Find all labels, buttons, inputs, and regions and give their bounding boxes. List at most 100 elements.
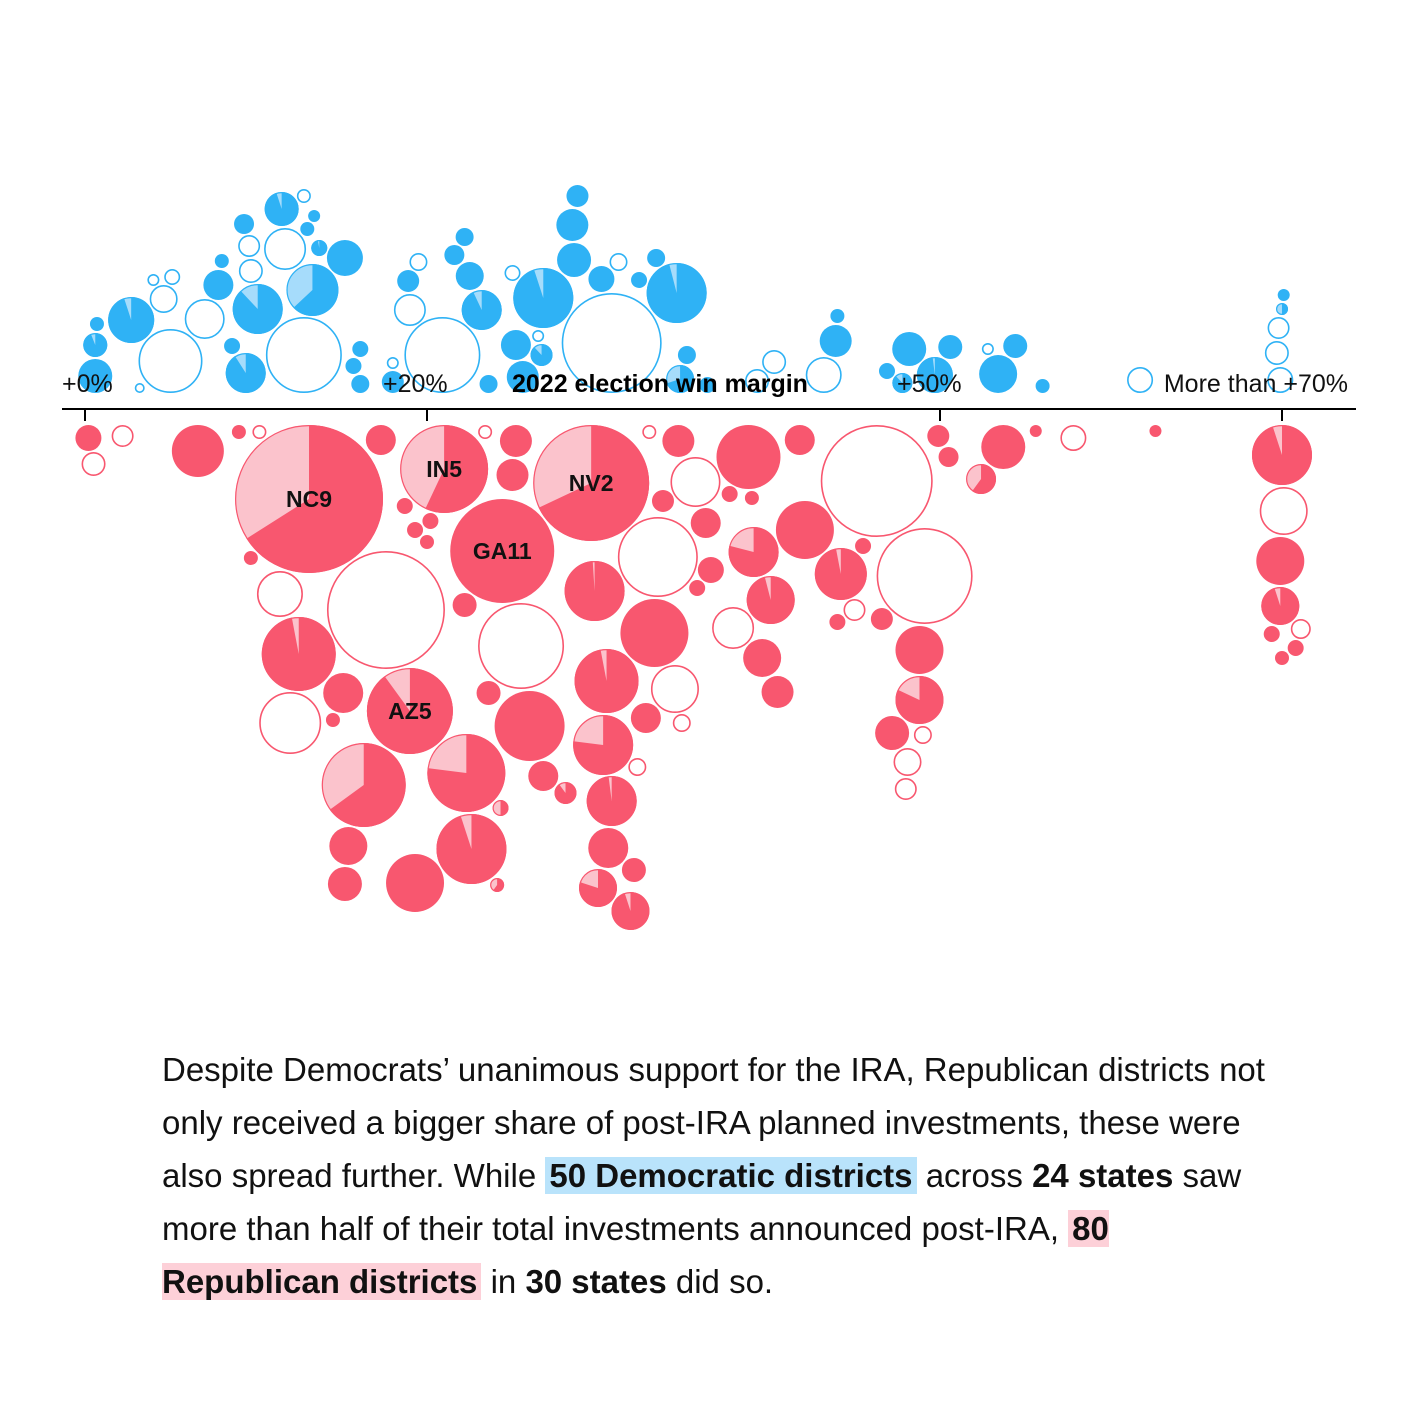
bubble-circle — [506, 361, 539, 393]
bubble-circle — [819, 325, 852, 357]
bubble-circle — [620, 599, 689, 667]
bubble-circle — [365, 425, 396, 455]
bubble-outline — [530, 344, 553, 367]
democrat-district-bubble — [455, 262, 484, 290]
bubble-circle — [744, 491, 759, 505]
bubble-outline — [321, 742, 406, 827]
democrat-district-bubble — [916, 357, 953, 394]
district-label: NV2 — [569, 470, 614, 496]
bubble-circle — [1149, 425, 1162, 437]
republican-district-bubble — [895, 675, 944, 724]
republican-district-bubble — [1149, 425, 1162, 437]
bubble-post-ira-share — [579, 869, 618, 907]
bubble-circle — [1277, 289, 1290, 301]
bubble-outline — [586, 775, 637, 826]
republican-district-bubble: NC9 — [235, 425, 384, 574]
bubble-circle — [326, 240, 363, 276]
bubble-circle — [556, 209, 589, 241]
bubble-outline — [513, 268, 574, 329]
democrat-district-bubble — [381, 371, 404, 393]
bubble-circle — [894, 777, 917, 800]
bubble-circle — [1127, 366, 1154, 393]
democrat-district-bubble — [1035, 379, 1050, 393]
bubble-circle — [662, 425, 695, 457]
republican-district-bubble — [578, 868, 618, 907]
republican-district-bubble — [728, 526, 779, 577]
republican-district-bubble — [329, 827, 368, 865]
bubble-circle — [450, 499, 555, 603]
bubble-post-ira-share — [586, 776, 637, 826]
democrat-district-bubble — [646, 263, 707, 324]
democrat-district-bubble — [762, 349, 787, 374]
democrat-district-bubble — [352, 341, 369, 357]
democrat-district-bubble — [203, 270, 234, 300]
bubble-outline — [533, 425, 650, 542]
bubble-circle — [913, 725, 932, 744]
x-axis: +0% +20% 2022 election win margin +50% M… — [62, 370, 1356, 421]
bubble-circle — [1287, 640, 1304, 656]
bubble-circle — [422, 513, 439, 529]
bubble-circle — [895, 626, 944, 674]
bubble-circle — [496, 459, 529, 491]
republican-district-bubble — [1290, 618, 1311, 639]
bubble-circle — [761, 676, 794, 708]
democrat-district-bubble — [1127, 366, 1154, 393]
bubble-outline — [746, 575, 795, 624]
bubble-post-ira-share — [574, 649, 639, 713]
democrat-district-bubble — [1003, 334, 1028, 358]
republican-district-bubble — [476, 681, 501, 705]
democrat-district-bubble — [164, 268, 181, 285]
republican-district-bubble — [326, 550, 445, 669]
democrat-district-bubble — [404, 316, 481, 393]
republican-district-bubble — [611, 891, 650, 930]
democrat-district-bubble — [326, 240, 363, 276]
bubble-outline — [895, 675, 944, 724]
bubble-circle — [712, 606, 755, 649]
bubble-post-ira-share — [83, 333, 108, 357]
democrat-district-bubble — [345, 358, 362, 374]
bubble-post-ira-share — [892, 373, 913, 394]
bubble-circle — [478, 424, 493, 439]
bubble-circle — [138, 328, 203, 393]
democrat-district-bubble — [830, 309, 845, 323]
democrat-district-bubble — [530, 344, 553, 367]
republican-district-bubble — [499, 425, 532, 457]
republican-district-bubble — [1259, 486, 1308, 535]
bubble-circle — [264, 228, 307, 271]
democrat-district-bubble — [386, 356, 399, 369]
republican-district-bubble — [855, 538, 872, 554]
republican-district-bubble — [478, 602, 565, 689]
bubble-circle — [329, 827, 368, 865]
bubble-outline — [235, 425, 384, 574]
bubble-circle — [234, 214, 255, 234]
bubble-circle — [300, 222, 315, 236]
bubble-post-ira-share — [538, 425, 650, 541]
bubble-post-ira-share — [311, 240, 328, 256]
republican-district-bubble — [690, 508, 721, 538]
bubble-outline — [264, 192, 299, 227]
tick-label-0: +0% — [62, 370, 113, 398]
democrat-district-bubble — [393, 293, 426, 326]
bubble-outline — [1275, 303, 1288, 316]
bubble-circle — [651, 490, 674, 512]
bubble-circle — [805, 356, 842, 393]
republican-district-bubble — [327, 867, 362, 901]
bubble-post-ira-share — [573, 715, 634, 776]
bubble-circle — [938, 335, 963, 359]
bubble-circle — [870, 608, 893, 630]
republican-district-bubble — [496, 459, 529, 491]
republican-district-bubble — [662, 425, 695, 457]
bubble-circle — [452, 593, 477, 617]
bubble-circle — [892, 332, 927, 366]
republican-district-bubble — [478, 424, 493, 439]
bubble-circle — [621, 858, 646, 882]
democrat-district-bubble — [264, 192, 299, 227]
bubble-post-ira-share — [728, 526, 779, 577]
bubble-outline — [108, 297, 155, 344]
bubble-circle — [111, 424, 134, 447]
republican-district-bubble — [436, 813, 507, 884]
republican-district-bubble — [617, 516, 698, 597]
bubble-circle — [499, 425, 532, 457]
bubble-post-ira-share — [1252, 425, 1313, 486]
bubble-circle — [147, 273, 160, 286]
